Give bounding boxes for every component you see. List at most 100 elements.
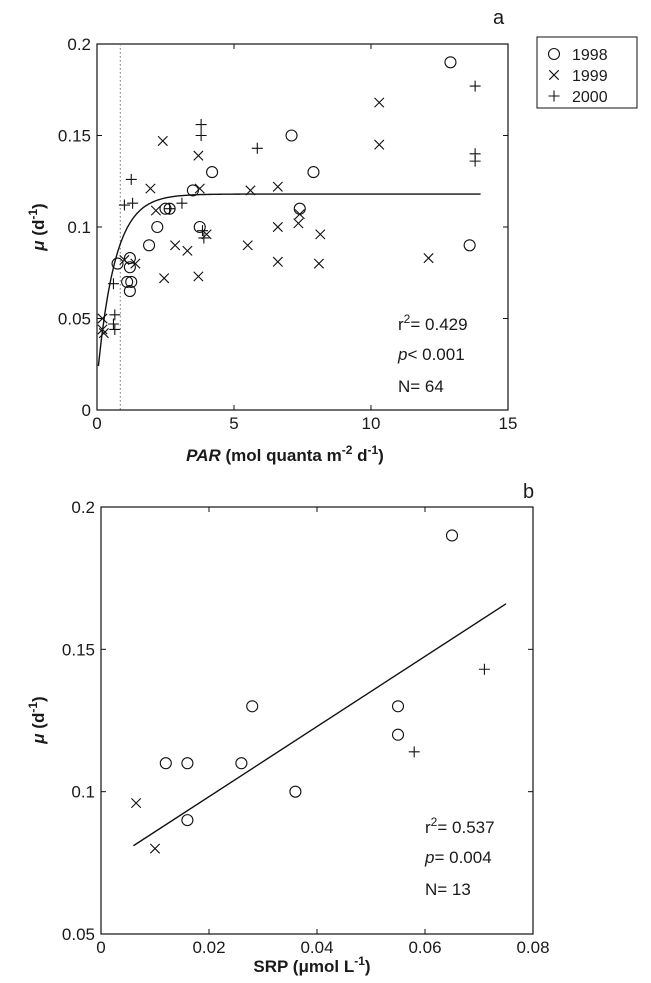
data-point-1998: [123, 252, 136, 265]
data-point-1999: [193, 150, 204, 161]
data-point-2000: [251, 142, 263, 154]
data-point-1998: [111, 257, 124, 270]
legend-label-1998: 1998: [572, 47, 608, 64]
data-point-2000: [195, 119, 207, 131]
legend-label-1999: 1999: [572, 68, 608, 85]
data-point-1999: [97, 324, 108, 335]
data-point-1999: [313, 258, 325, 269]
x-tick-label: 0.04: [300, 938, 333, 957]
data-point-2000: [127, 197, 139, 209]
data-point-1999: [293, 218, 304, 229]
data-point-2000: [478, 663, 490, 675]
panel-b-x-ticks: 0 0.02 0.04 0.06 0.08: [96, 507, 550, 957]
data-point-1998: [391, 728, 405, 741]
panel-b-x-axis-label: SRP (μmol L-1): [253, 954, 370, 976]
data-point-1998: [159, 757, 172, 770]
data-point-1998: [206, 166, 219, 179]
y-tick-label: 0.05: [62, 925, 95, 944]
data-point-1999: [423, 253, 434, 264]
data-point-2000: [107, 318, 119, 330]
data-point-1998: [143, 239, 156, 252]
data-point-1999: [374, 139, 385, 150]
data-point-1999: [98, 328, 109, 339]
data-point-2000: [408, 746, 420, 758]
data-point-1999: [242, 240, 253, 251]
panel-b-y-ticks: 0.05 0.1 0.15 0.2: [62, 498, 533, 944]
data-point-1999: [182, 245, 193, 256]
data-point-1998: [285, 129, 298, 142]
data-point-1999: [294, 209, 305, 220]
data-point-1998: [193, 220, 206, 234]
data-point-1998: [246, 700, 259, 713]
x-tick-label: 0: [92, 414, 101, 433]
data-point-1998: [121, 275, 134, 288]
data-point-1999: [131, 797, 142, 809]
data-point-1999: [157, 135, 168, 147]
data-point-1998: [235, 757, 248, 770]
legend: 1998 1999 2000: [536, 36, 638, 109]
panel-a-points: [97, 56, 481, 339]
panel-b-r2: r2= 0.537: [425, 815, 495, 837]
x-tick-label: 0.06: [408, 938, 441, 957]
panel-b-p-value: p= 0.004: [424, 848, 492, 867]
data-point-2000: [469, 80, 481, 92]
data-point-1999: [194, 183, 205, 194]
legend-label-2000: 2000: [572, 89, 608, 106]
y-tick-label: 0: [82, 401, 91, 420]
y-tick-label: 0.2: [71, 498, 95, 517]
data-point-1998: [293, 202, 306, 215]
data-point-1998: [123, 284, 136, 298]
panel-b-n: N= 13: [425, 880, 471, 899]
data-point-1998: [307, 166, 320, 179]
x-tick-label: 0: [96, 938, 105, 957]
data-point-2000: [469, 155, 481, 167]
panel-a: 0 5 10 15 0 0.05 0.1 0.15 0.2 a μ (d-1) PAR (mo…: [26, 7, 638, 465]
data-point-2000: [109, 309, 121, 321]
panel-a-label: a: [493, 7, 505, 29]
data-point-2000: [125, 173, 137, 185]
x-tick-label: 5: [229, 414, 238, 433]
data-point-1999: [315, 229, 326, 240]
data-point-1999: [130, 258, 141, 269]
data-point-1999: [245, 185, 256, 196]
legend-items: [547, 47, 561, 102]
data-point-1999: [159, 273, 170, 284]
legend-marker-1999: [548, 69, 560, 81]
y-tick-label: 0.05: [58, 310, 91, 329]
fit-line: [133, 603, 507, 847]
data-point-2000: [109, 323, 121, 335]
data-point-2000: [118, 199, 130, 211]
data-point-2000: [107, 278, 119, 290]
y-tick-label: 0.1: [67, 218, 91, 237]
data-point-2000: [164, 203, 176, 215]
data-point-1998: [289, 785, 302, 798]
panel-a-y-ticks: 0 0.05 0.1 0.15 0.2: [58, 35, 508, 420]
data-point-1998: [391, 700, 405, 713]
x-tick-label: 10: [362, 414, 381, 433]
data-point-1998: [181, 814, 194, 827]
data-point-1999: [374, 97, 385, 108]
data-point-1998: [181, 757, 194, 770]
panel-b-points: [131, 529, 490, 854]
panel-a-x-axis-label: PAR (mol quanta m-2 d-1): [186, 443, 384, 465]
panel-b: 0 0.02 0.04 0.06 0.08 0.05 0.1 0.15 0.2 b μ (d-…: [26, 481, 550, 976]
y-tick-label: 0.15: [58, 127, 91, 146]
panel-a-fit: [97, 193, 481, 367]
x-tick-label: 0.02: [192, 938, 225, 957]
data-point-1998: [444, 56, 457, 69]
fit-curve: [97, 193, 481, 367]
legend-marker-1998: [547, 47, 561, 61]
y-tick-label: 0.15: [62, 640, 95, 659]
data-point-1999: [149, 843, 161, 854]
panel-b-label: b: [523, 481, 534, 503]
data-point-1998: [445, 529, 459, 542]
data-point-1999: [272, 181, 283, 192]
data-point-1999: [272, 221, 283, 233]
y-tick-label: 0.1: [71, 783, 95, 802]
y-tick-label: 0.2: [67, 35, 91, 54]
panel-b-fit: [133, 603, 507, 847]
panel-a-y-axis-label: μ (d-1): [26, 203, 48, 251]
panel-b-plot-frame: [100, 506, 534, 935]
